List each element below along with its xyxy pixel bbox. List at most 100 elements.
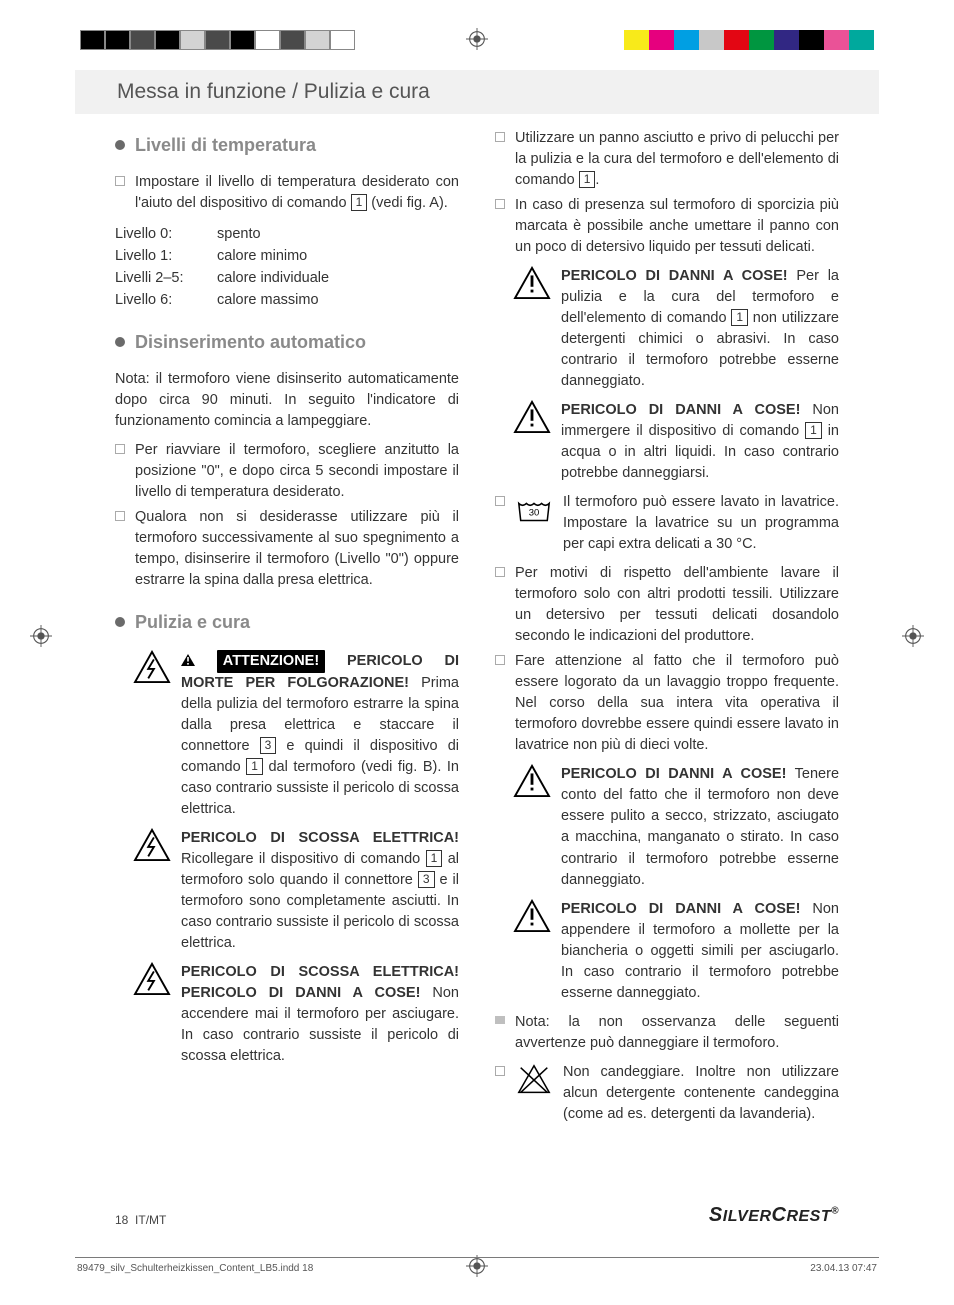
warning-exclaim-icon — [513, 400, 551, 434]
list-item: Impostare il livello di temperatura desi… — [115, 172, 459, 214]
warning-text: PERICOLO DI SCOSSA ELETTRICA! Ricollegar… — [181, 828, 459, 954]
color-swatch — [749, 30, 774, 50]
list: Utilizzare un panno asciutto e privo di … — [495, 128, 839, 258]
color-swatch — [624, 30, 649, 50]
warning-text: PERICOLO DI SCOSSA ELETTRICA! PERICOLO D… — [181, 962, 459, 1067]
level-row: Livelli 2–5: calore individuale — [115, 268, 459, 289]
ref-box: 1 — [351, 194, 368, 211]
brand-logo: SILVERCREST® — [709, 1204, 839, 1227]
color-swatch — [824, 30, 849, 50]
list-item: Per riavviare il termoforo, scegliere an… — [115, 440, 459, 503]
list-bullet-icon — [495, 496, 505, 506]
page-header-title: Messa in funzione / Pulizia e cura — [117, 80, 430, 104]
list-bullet-icon — [495, 406, 503, 414]
color-swatch — [724, 30, 749, 50]
page-header: Messa in funzione / Pulizia e cura — [75, 70, 879, 114]
list-item: Qualora non si desiderasse utilizzare pi… — [115, 507, 459, 591]
warning-text: ATTENZIONE! PERICOLO DI MORTE PER FOLGOR… — [181, 650, 459, 820]
color-swatch — [330, 30, 355, 50]
warning-exclaim-icon — [513, 266, 551, 300]
list-text: Per riavviare il termoforo, scegliere an… — [135, 440, 459, 503]
warning-block: PERICOLO DI DANNI A COSE! Non immergere … — [495, 400, 839, 484]
warning-text: PERICOLO DI DANNI A COSE! Per la pulizia… — [561, 266, 839, 392]
bullet-dot-icon — [115, 337, 125, 347]
bullet-dot-icon — [115, 617, 125, 627]
level-value: calore massimo — [217, 290, 319, 311]
page-footer: 18 IT/MT SILVERCREST® — [115, 1204, 839, 1227]
list-bullet-icon — [495, 199, 505, 209]
level-row: Livello 1:calore minimo — [115, 246, 459, 267]
list-item: Utilizzare un panno asciutto e privo di … — [495, 128, 839, 191]
warning-block: PERICOLO DI DANNI A COSE! Per la pulizia… — [495, 266, 839, 392]
page: Messa in funzione / Pulizia e cura Livel… — [0, 0, 954, 1305]
list-bullet-icon — [495, 770, 503, 778]
level-key: Livelli 2–5: — [115, 268, 199, 289]
list-item: Fare attenzione al fatto che il termofor… — [495, 651, 839, 756]
section-title: Livelli di temperatura — [135, 132, 316, 158]
registration-mark-icon — [30, 625, 52, 647]
color-swatch — [105, 30, 130, 50]
section-title: Pulizia e cura — [135, 609, 250, 635]
color-swatch — [649, 30, 674, 50]
warning-electric-icon — [133, 650, 171, 684]
content-area: Livelli di temperatura Impostare il live… — [115, 128, 839, 1195]
registration-mark-icon — [902, 625, 924, 647]
color-swatch — [774, 30, 799, 50]
list-item: Per motivi di rispetto dell'ambiente lav… — [495, 563, 839, 647]
list-text: Nota: la non osservanza delle seguenti a… — [515, 1012, 839, 1054]
warning-exclaim-icon — [513, 899, 551, 933]
color-swatch — [280, 30, 305, 50]
paragraph: Nota: il termoforo viene disinserito aut… — [115, 369, 459, 432]
list: Impostare il livello di temperatura desi… — [115, 172, 459, 214]
color-swatch — [255, 30, 280, 50]
list-bullet-icon — [115, 511, 125, 521]
info-text: Non candeggiare. Inoltre non utilizzare … — [563, 1062, 839, 1125]
info-block: 30 Il termoforo può essere lavato in lav… — [495, 492, 839, 555]
section-heading: Disinserimento automatico — [115, 329, 459, 355]
wash-30-icon: 30 — [515, 492, 553, 526]
color-swatch — [674, 30, 699, 50]
warning-text: PERICOLO DI DANNI A COSE! Non immergere … — [561, 400, 839, 484]
warning-exclaim-icon — [513, 764, 551, 798]
list-bullet-icon — [495, 272, 503, 280]
level-value: calore individuale — [217, 268, 329, 289]
registration-mark-icon — [466, 28, 488, 50]
list: Per motivi di rispetto dell'ambiente lav… — [495, 563, 839, 756]
section-heading: Pulizia e cura — [115, 609, 459, 635]
color-swatch — [305, 30, 330, 50]
list-text: Qualora non si desiderasse utilizzare pi… — [135, 507, 459, 591]
list-bullet-icon — [115, 176, 125, 186]
list-bullet-icon — [495, 655, 505, 665]
warning-electric-icon — [133, 828, 171, 862]
color-swatch — [849, 30, 874, 50]
warning-exclaim-icon — [181, 653, 195, 669]
color-swatch — [799, 30, 824, 50]
level-key: Livello 1: — [115, 246, 199, 267]
level-key: Livello 0: — [115, 224, 199, 245]
warning-block: PERICOLO DI SCOSSA ELETTRICA! PERICOLO D… — [115, 962, 459, 1067]
level-row: Livello 0:spento — [115, 224, 459, 245]
list-text: Utilizzare un panno asciutto e privo di … — [515, 128, 839, 191]
warning-text: PERICOLO DI DANNI A COSE! Tenere conto d… — [561, 764, 839, 890]
list-bullet-icon — [495, 1066, 505, 1076]
list-text: In caso di presenza sul termoforo di spo… — [515, 195, 839, 258]
info-block: Non candeggiare. Inoltre non utilizzare … — [495, 1062, 839, 1125]
color-swatch — [130, 30, 155, 50]
no-bleach-icon — [515, 1062, 553, 1096]
warning-electric-icon — [133, 962, 171, 996]
warning-block: PERICOLO DI SCOSSA ELETTRICA! Ricollegar… — [115, 828, 459, 954]
print-file: 89479_silv_Schulterheizkissen_Content_LB… — [77, 1263, 313, 1274]
list-bullet-icon — [495, 567, 505, 577]
warning-text: PERICOLO DI DANNI A COSE! Non appendere … — [561, 899, 839, 1004]
section-heading: Livelli di temperatura — [115, 132, 459, 158]
color-swatch — [230, 30, 255, 50]
svg-text:30: 30 — [529, 508, 540, 519]
level-row: Livello 6:calore massimo — [115, 290, 459, 311]
list: Per riavviare il termoforo, scegliere an… — [115, 440, 459, 591]
color-swatch — [155, 30, 180, 50]
list-text: Impostare il livello di temperatura desi… — [135, 172, 459, 214]
list-text: Per motivi di rispetto dell'ambiente lav… — [515, 563, 839, 647]
list-bullet-icon — [115, 834, 123, 842]
list-item: In caso di presenza sul termoforo di spo… — [495, 195, 839, 258]
print-slug: 89479_silv_Schulterheizkissen_Content_LB… — [75, 1257, 879, 1275]
